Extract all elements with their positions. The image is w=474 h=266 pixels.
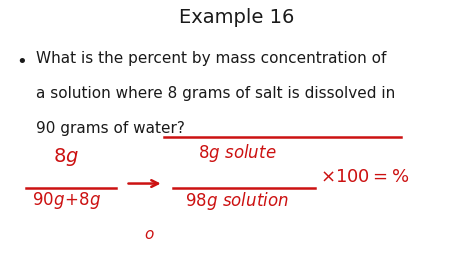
Text: a solution where 8 grams of salt is dissolved in: a solution where 8 grams of salt is diss… xyxy=(36,86,395,101)
Text: $o$: $o$ xyxy=(144,227,155,242)
Text: $90g\!+\!8g$: $90g\!+\!8g$ xyxy=(32,190,101,211)
Text: 90 grams of water?: 90 grams of water? xyxy=(36,121,184,136)
Text: $8g\ solute$: $8g\ solute$ xyxy=(198,142,276,164)
Text: •: • xyxy=(17,53,27,71)
Text: $98g\ solution$: $98g\ solution$ xyxy=(185,190,289,212)
Text: What is the percent by mass concentration of: What is the percent by mass concentratio… xyxy=(36,51,386,65)
Text: $8g$: $8g$ xyxy=(54,146,79,168)
Text: $\times 100 = \%$: $\times 100 = \%$ xyxy=(320,168,410,186)
Text: Example 16: Example 16 xyxy=(179,8,295,27)
